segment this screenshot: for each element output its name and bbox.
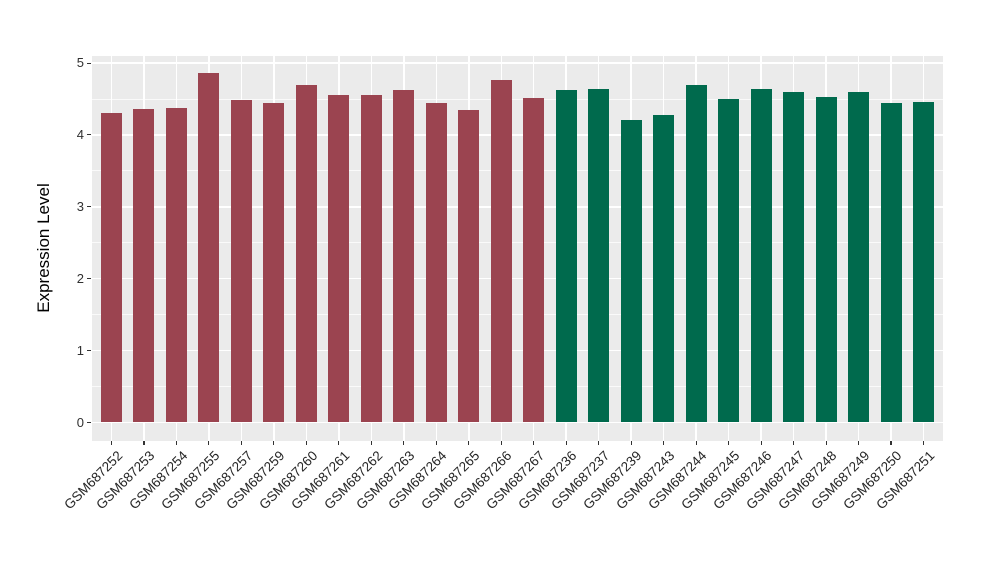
bar-gsm687260 <box>295 84 317 423</box>
x-tick-mark <box>728 441 730 445</box>
x-tick-mark <box>273 441 275 445</box>
bar-gsm687249 <box>848 91 870 423</box>
bar-gsm687262 <box>360 94 382 423</box>
x-tick-mark <box>533 441 535 445</box>
y-tick-label: 5 <box>76 55 84 70</box>
y-axis-title-text: Expression Level <box>34 183 53 313</box>
gridline-minor <box>92 314 943 316</box>
x-tick-mark <box>435 441 437 445</box>
x-tick-mark <box>565 441 567 445</box>
bar-gsm687267 <box>523 97 545 423</box>
x-tick-mark <box>630 441 632 445</box>
plot-panel <box>92 56 943 441</box>
x-tick-mark <box>825 441 827 445</box>
bar-gsm687254 <box>165 107 187 423</box>
y-tick-label: 2 <box>76 270 84 286</box>
y-tick-mark <box>87 134 91 136</box>
bar-gsm687247 <box>783 91 805 423</box>
y-tick-mark <box>87 350 91 352</box>
x-tick-mark <box>338 441 340 445</box>
bar-gsm687252 <box>101 112 122 423</box>
x-tick-mark <box>922 441 925 445</box>
y-tick-label: 4 <box>76 126 84 142</box>
y-tick-label: 3 <box>76 198 84 214</box>
x-tick-mark <box>403 441 405 445</box>
bar-gsm687236 <box>555 90 577 423</box>
x-tick-mark <box>208 441 210 445</box>
gridline-minor <box>92 242 943 244</box>
bar-gsm687257 <box>230 99 252 423</box>
y-tick-mark <box>87 278 91 280</box>
x-tick-mark <box>468 441 470 445</box>
bar-gsm687251 <box>913 101 934 423</box>
gridline-major <box>92 206 943 208</box>
gridline-major <box>92 277 943 280</box>
y-tick-mark <box>87 62 91 64</box>
y-tick-label: 1 <box>76 342 84 358</box>
bar-gsm687265 <box>458 109 480 423</box>
gridline-major <box>92 421 943 424</box>
bar-gsm687250 <box>880 102 902 423</box>
bar-gsm687261 <box>328 94 350 423</box>
x-tick-mark <box>695 441 697 445</box>
bar-gsm687245 <box>718 98 740 423</box>
x-tick-mark <box>760 441 762 445</box>
gridline-minor <box>92 98 943 100</box>
x-tick-mark <box>793 441 795 445</box>
x-tick-mark <box>663 441 665 445</box>
x-tick-mark <box>305 441 307 445</box>
bar-gsm687237 <box>588 88 610 423</box>
x-tick-mark <box>598 441 600 445</box>
bar-gsm687266 <box>490 80 512 423</box>
bar-gsm687244 <box>685 84 707 423</box>
gridline-major <box>92 62 943 64</box>
x-tick-mark <box>175 441 177 445</box>
x-tick-mark <box>370 441 372 445</box>
y-tick-label: 0 <box>76 414 84 430</box>
bar-gsm687263 <box>393 89 415 423</box>
bar-gsm687239 <box>620 119 642 423</box>
x-tick-mark <box>110 441 113 445</box>
x-tick-mark <box>857 441 860 445</box>
gridline-minor <box>92 170 943 172</box>
x-tick-mark <box>143 441 145 445</box>
y-tick-mark <box>87 422 91 424</box>
bar-gsm687243 <box>653 114 675 423</box>
bar-gsm687253 <box>133 109 155 423</box>
x-tick-mark <box>500 441 502 445</box>
x-tick-mark <box>890 441 892 445</box>
gridline-major <box>92 349 943 352</box>
bar-gsm687264 <box>425 102 447 423</box>
x-tick-mark <box>240 441 242 445</box>
bar-gsm687246 <box>750 88 772 423</box>
gridline-minor <box>92 386 943 388</box>
gridline-major <box>92 134 943 136</box>
bar-gsm687259 <box>263 102 285 423</box>
y-tick-mark <box>87 206 91 208</box>
bar-gsm687255 <box>198 73 220 423</box>
bar-gsm687248 <box>815 96 837 423</box>
